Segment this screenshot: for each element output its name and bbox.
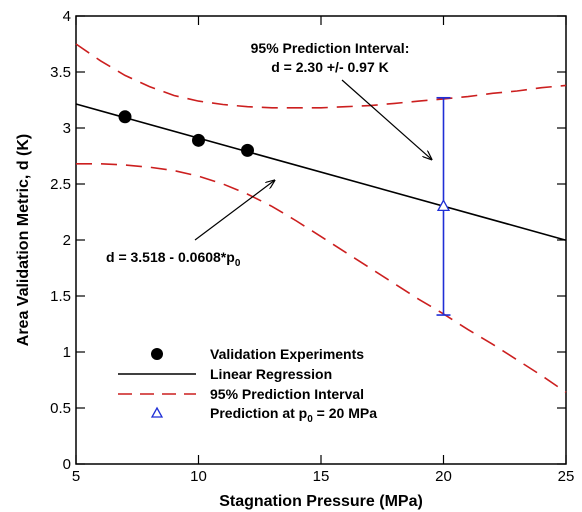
experiment-point	[118, 110, 132, 124]
prediction-interval-lower	[76, 163, 567, 393]
legend-label-interval: 95% Prediction Interval	[210, 386, 364, 402]
x-tick-label: 25	[558, 468, 575, 485]
annotation-interval-line1: 95% Prediction Interval:	[251, 40, 410, 56]
y-tick-label: 4	[63, 8, 71, 25]
prediction-errorbar	[436, 96, 451, 316]
x-ticks: 5 10 15 20 25	[72, 16, 575, 485]
annotation-regression-sub: 0	[235, 258, 241, 269]
annotation-regression: d = 3.518 - 0.0608*p0	[106, 180, 274, 269]
y-tick-label: 2.5	[50, 176, 71, 193]
x-tick-label: 10	[190, 468, 207, 485]
y-ticks: 0 0.5 1 1.5 2 2.5 3 3.5 4	[50, 8, 566, 473]
annotation-interval: 95% Prediction Interval: d = 2.30 +/- 0.…	[251, 40, 432, 159]
y-tick-label: 1	[63, 344, 71, 361]
y-tick-label: 1.5	[50, 288, 71, 305]
x-tick-label: 20	[435, 468, 452, 485]
experiment-point	[192, 133, 205, 147]
experiment-points	[118, 110, 254, 157]
annotation-interval-arrow	[341, 79, 432, 159]
interval-lower-curve	[76, 163, 567, 393]
regression-line	[75, 103, 567, 241]
annotation-regression-prefix: d = 3.518 - 0.0608*p	[106, 249, 235, 265]
annotation-regression-text: d = 3.518 - 0.0608*p0	[106, 249, 241, 269]
y-tick-label: 3	[63, 120, 71, 137]
x-axis-title: Stagnation Pressure (MPa)	[219, 493, 423, 510]
legend-label-regression: Linear Regression	[210, 366, 332, 382]
legend-marker-experiments	[151, 348, 163, 360]
legend-label-prediction-sub: 0	[307, 414, 313, 425]
legend-label-prediction: Prediction at p0 = 20 MPa	[210, 405, 377, 425]
y-tick-label: 0	[63, 456, 71, 473]
legend-label-prediction-suffix: = 20 MPa	[313, 405, 377, 421]
legend-label-prediction-prefix: Prediction at p	[210, 405, 307, 421]
interval-upper-curve	[75, 43, 567, 109]
prediction-interval-upper	[75, 43, 567, 109]
y-tick-label: 0.5	[50, 400, 71, 417]
y-axis-title: Area Validation Metric, d (K)	[15, 134, 32, 346]
experiment-point	[241, 143, 254, 157]
regression-line-path	[75, 103, 567, 241]
y-tick-label: 2	[63, 232, 71, 249]
legend-marker-prediction	[150, 406, 164, 418]
y-tick-label: 3.5	[50, 64, 71, 81]
legend-label-experiments: Validation Experiments	[210, 346, 364, 362]
annotation-regression-arrow	[194, 180, 274, 241]
annotation-interval-line2: d = 2.30 +/- 0.97 K	[271, 59, 389, 75]
x-tick-label: 15	[313, 468, 330, 485]
x-tick-label: 5	[72, 468, 80, 485]
prediction-marker	[436, 199, 451, 212]
legend: Validation Experiments Linear Regression…	[118, 346, 377, 425]
